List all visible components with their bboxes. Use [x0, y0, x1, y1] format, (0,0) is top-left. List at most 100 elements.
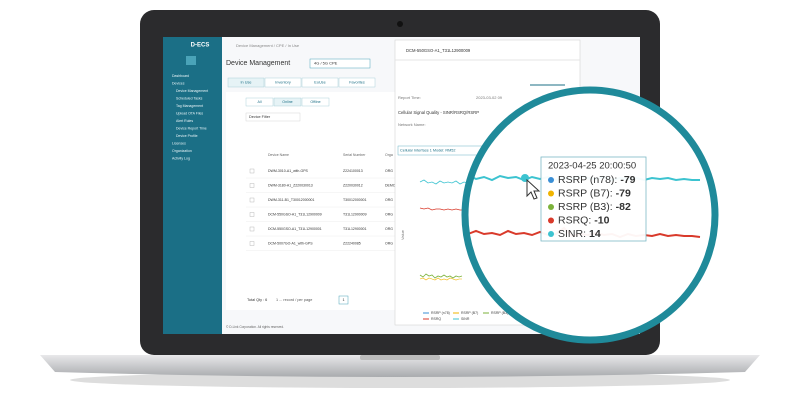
column-header: Device Name — [268, 153, 289, 157]
cell: DCM-550GSO-A1_T31L12900009 — [268, 212, 322, 216]
filter[interactable] — [245, 97, 274, 107]
filter[interactable] — [301, 97, 330, 107]
legend-label: RSRQ — [431, 317, 441, 321]
breadcrumb: Device Management / CPE / In Use — [236, 43, 300, 48]
tooltip-swatch — [548, 190, 554, 197]
checkbox[interactable] — [249, 212, 255, 217]
report-label: Report Time: — [398, 95, 421, 100]
type-select[interactable] — [309, 58, 371, 69]
tooltip-time: 2023-04-25 20:00:50 — [548, 161, 636, 172]
cell: DWM-311-B1_T30012000001 — [268, 198, 314, 202]
rsrq-line — [419, 207, 464, 211]
cell: Z224100013 — [343, 169, 363, 173]
cell: DWM-3180-A1_Z220030013 — [268, 183, 313, 187]
sidebar — [163, 37, 222, 334]
nav-item[interactable]: Device Management — [176, 89, 208, 93]
tooltip-name: RSRP (n78): — [558, 174, 617, 186]
tab-label: EoUse — [314, 81, 325, 85]
checkbox[interactable] — [249, 197, 255, 203]
cursor — [526, 178, 541, 200]
tooltip-swatch — [548, 217, 554, 224]
footer: © D-Link Corporation. All rights reserve… — [226, 325, 284, 329]
nav-item[interactable]: Device Profile — [176, 134, 198, 138]
column-header: Orga — [385, 153, 393, 157]
list-card — [226, 92, 396, 310]
nav-item[interactable]: Device Report Time — [176, 126, 207, 130]
column-header: Serial Number — [343, 153, 366, 157]
tab[interactable] — [338, 77, 376, 88]
shadow — [70, 372, 730, 388]
tooltip-value: 14 — [589, 228, 601, 240]
checkbox[interactable] — [249, 183, 255, 188]
nav-item[interactable]: Activity Log — [172, 156, 190, 160]
nav-item[interactable]: Alert Rules — [176, 119, 193, 123]
tooltip-value: -79 — [620, 174, 635, 186]
cell: Z22240085 — [343, 241, 361, 245]
magnifier-ring — [461, 86, 719, 344]
tab-label: Inventory — [275, 81, 291, 85]
tab[interactable] — [264, 77, 302, 88]
network-label: Network Name: — [398, 122, 426, 127]
cell: DCM-550GSO-A1_T31L12900001 — [268, 227, 322, 231]
rsrp-b3-line — [419, 273, 463, 279]
tab-label: Favorites — [349, 81, 365, 85]
y-axis-label: Value — [400, 229, 405, 240]
cell: DCM-5007GO-A1_with-GPS — [268, 241, 313, 245]
cell: T31L12900009 — [343, 212, 367, 216]
tooltip-value: -82 — [616, 201, 631, 213]
nav-item[interactable]: Dashboard — [172, 74, 189, 78]
tooltip-swatch — [548, 231, 554, 237]
tooltip — [540, 156, 647, 242]
panel-device: DCM-550GSO-A1_T31L12900009 — [406, 48, 471, 53]
filter[interactable] — [273, 97, 302, 107]
tooltip-name: RSRP (B7): — [558, 187, 613, 199]
nav-item[interactable]: Devices — [172, 81, 185, 85]
tooltip-value: -10 — [594, 214, 609, 226]
checkbox[interactable] — [249, 241, 255, 246]
filter-label: Online — [282, 100, 292, 104]
nav-item[interactable]: Licenses — [172, 141, 186, 145]
tab[interactable] — [301, 77, 339, 88]
legend-label: RSRP (n78) — [431, 311, 450, 315]
device-filter[interactable] — [245, 112, 301, 122]
cell: T31L12900001 — [343, 227, 367, 231]
cell: ORG — [385, 198, 393, 202]
checkbox[interactable] — [249, 168, 255, 174]
checkbox[interactable] — [249, 226, 255, 232]
nav-item[interactable]: Tag Management — [176, 104, 203, 108]
report-time: 2023-03-02 09 — [476, 95, 503, 100]
brand: D-ECS — [191, 43, 210, 49]
interface-text: Cellular Interface 1 Model: RM52 — [400, 149, 456, 153]
tooltip-value: -79 — [616, 187, 631, 199]
total: Total Qty : 6 — [247, 298, 267, 302]
page-number: 1 — [342, 298, 344, 302]
sinr-line — [419, 179, 469, 185]
nav-item[interactable]: Upload OTA Files — [176, 111, 203, 115]
camera — [397, 21, 403, 27]
notch — [360, 355, 440, 360]
page-btn[interactable] — [338, 295, 349, 305]
per-page: 1 ... record / per page — [276, 298, 312, 302]
cell: ORG — [385, 241, 393, 245]
legend-label: SINR — [461, 317, 470, 321]
tooltip-name: SINR: — [558, 228, 586, 240]
tooltip-swatch — [548, 204, 554, 210]
nav-item[interactable]: Organization — [172, 149, 192, 153]
cell: T30012000001 — [343, 198, 367, 202]
cell: ORG — [385, 212, 393, 216]
type-select-text: 4G / 5G CPE — [314, 61, 338, 66]
cell: DEMO — [385, 183, 396, 187]
device-filter-text: Device Filter — [249, 115, 271, 119]
rsrp-b7-line — [419, 277, 462, 281]
nav-item[interactable]: Scheduled Tasks — [176, 96, 203, 100]
cell: ORG — [385, 227, 393, 231]
tooltip-swatch — [548, 177, 554, 183]
tab[interactable] — [227, 77, 265, 88]
filter-label: All — [258, 100, 262, 104]
cell: DWM-3010-A1_with-GPS — [268, 169, 309, 173]
legend-label: RSRP (B7) — [461, 311, 478, 315]
cell: ORG — [385, 169, 393, 173]
tooltip-name: RSRQ: — [558, 214, 591, 226]
filter-label: Offline — [310, 100, 320, 104]
